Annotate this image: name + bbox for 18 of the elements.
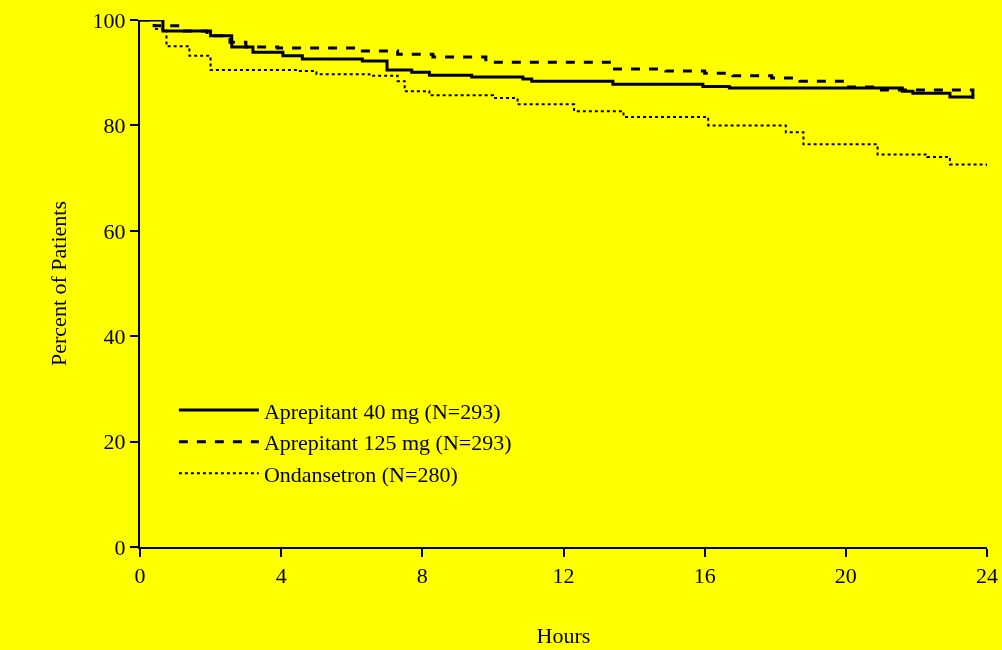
x-tick-label: 20 bbox=[834, 563, 857, 589]
y-tick-label: 40 bbox=[103, 323, 126, 349]
y-tick-label: 100 bbox=[92, 7, 126, 33]
x-tick-label: 24 bbox=[976, 563, 998, 589]
x-axis-title: Hours bbox=[536, 622, 591, 648]
x-tick-label: 8 bbox=[416, 563, 428, 589]
x-tick-label: 4 bbox=[275, 563, 287, 589]
y-tick-label: 80 bbox=[103, 113, 126, 139]
y-axis-title: Percent of Patients bbox=[45, 201, 71, 366]
legend-label: Aprepitant 125 mg (N=293) bbox=[263, 430, 512, 456]
x-tick-label: 0 bbox=[134, 563, 146, 589]
legend-label: Aprepitant 40 mg (N=293) bbox=[263, 398, 501, 424]
x-tick-label: 12 bbox=[552, 563, 575, 589]
x-tick-label: 16 bbox=[693, 563, 716, 589]
y-tick-label: 60 bbox=[103, 218, 126, 244]
y-tick-label: 0 bbox=[114, 534, 126, 560]
y-tick-label: 20 bbox=[103, 429, 126, 455]
legend-label: Ondansetron (N=280) bbox=[263, 461, 458, 487]
